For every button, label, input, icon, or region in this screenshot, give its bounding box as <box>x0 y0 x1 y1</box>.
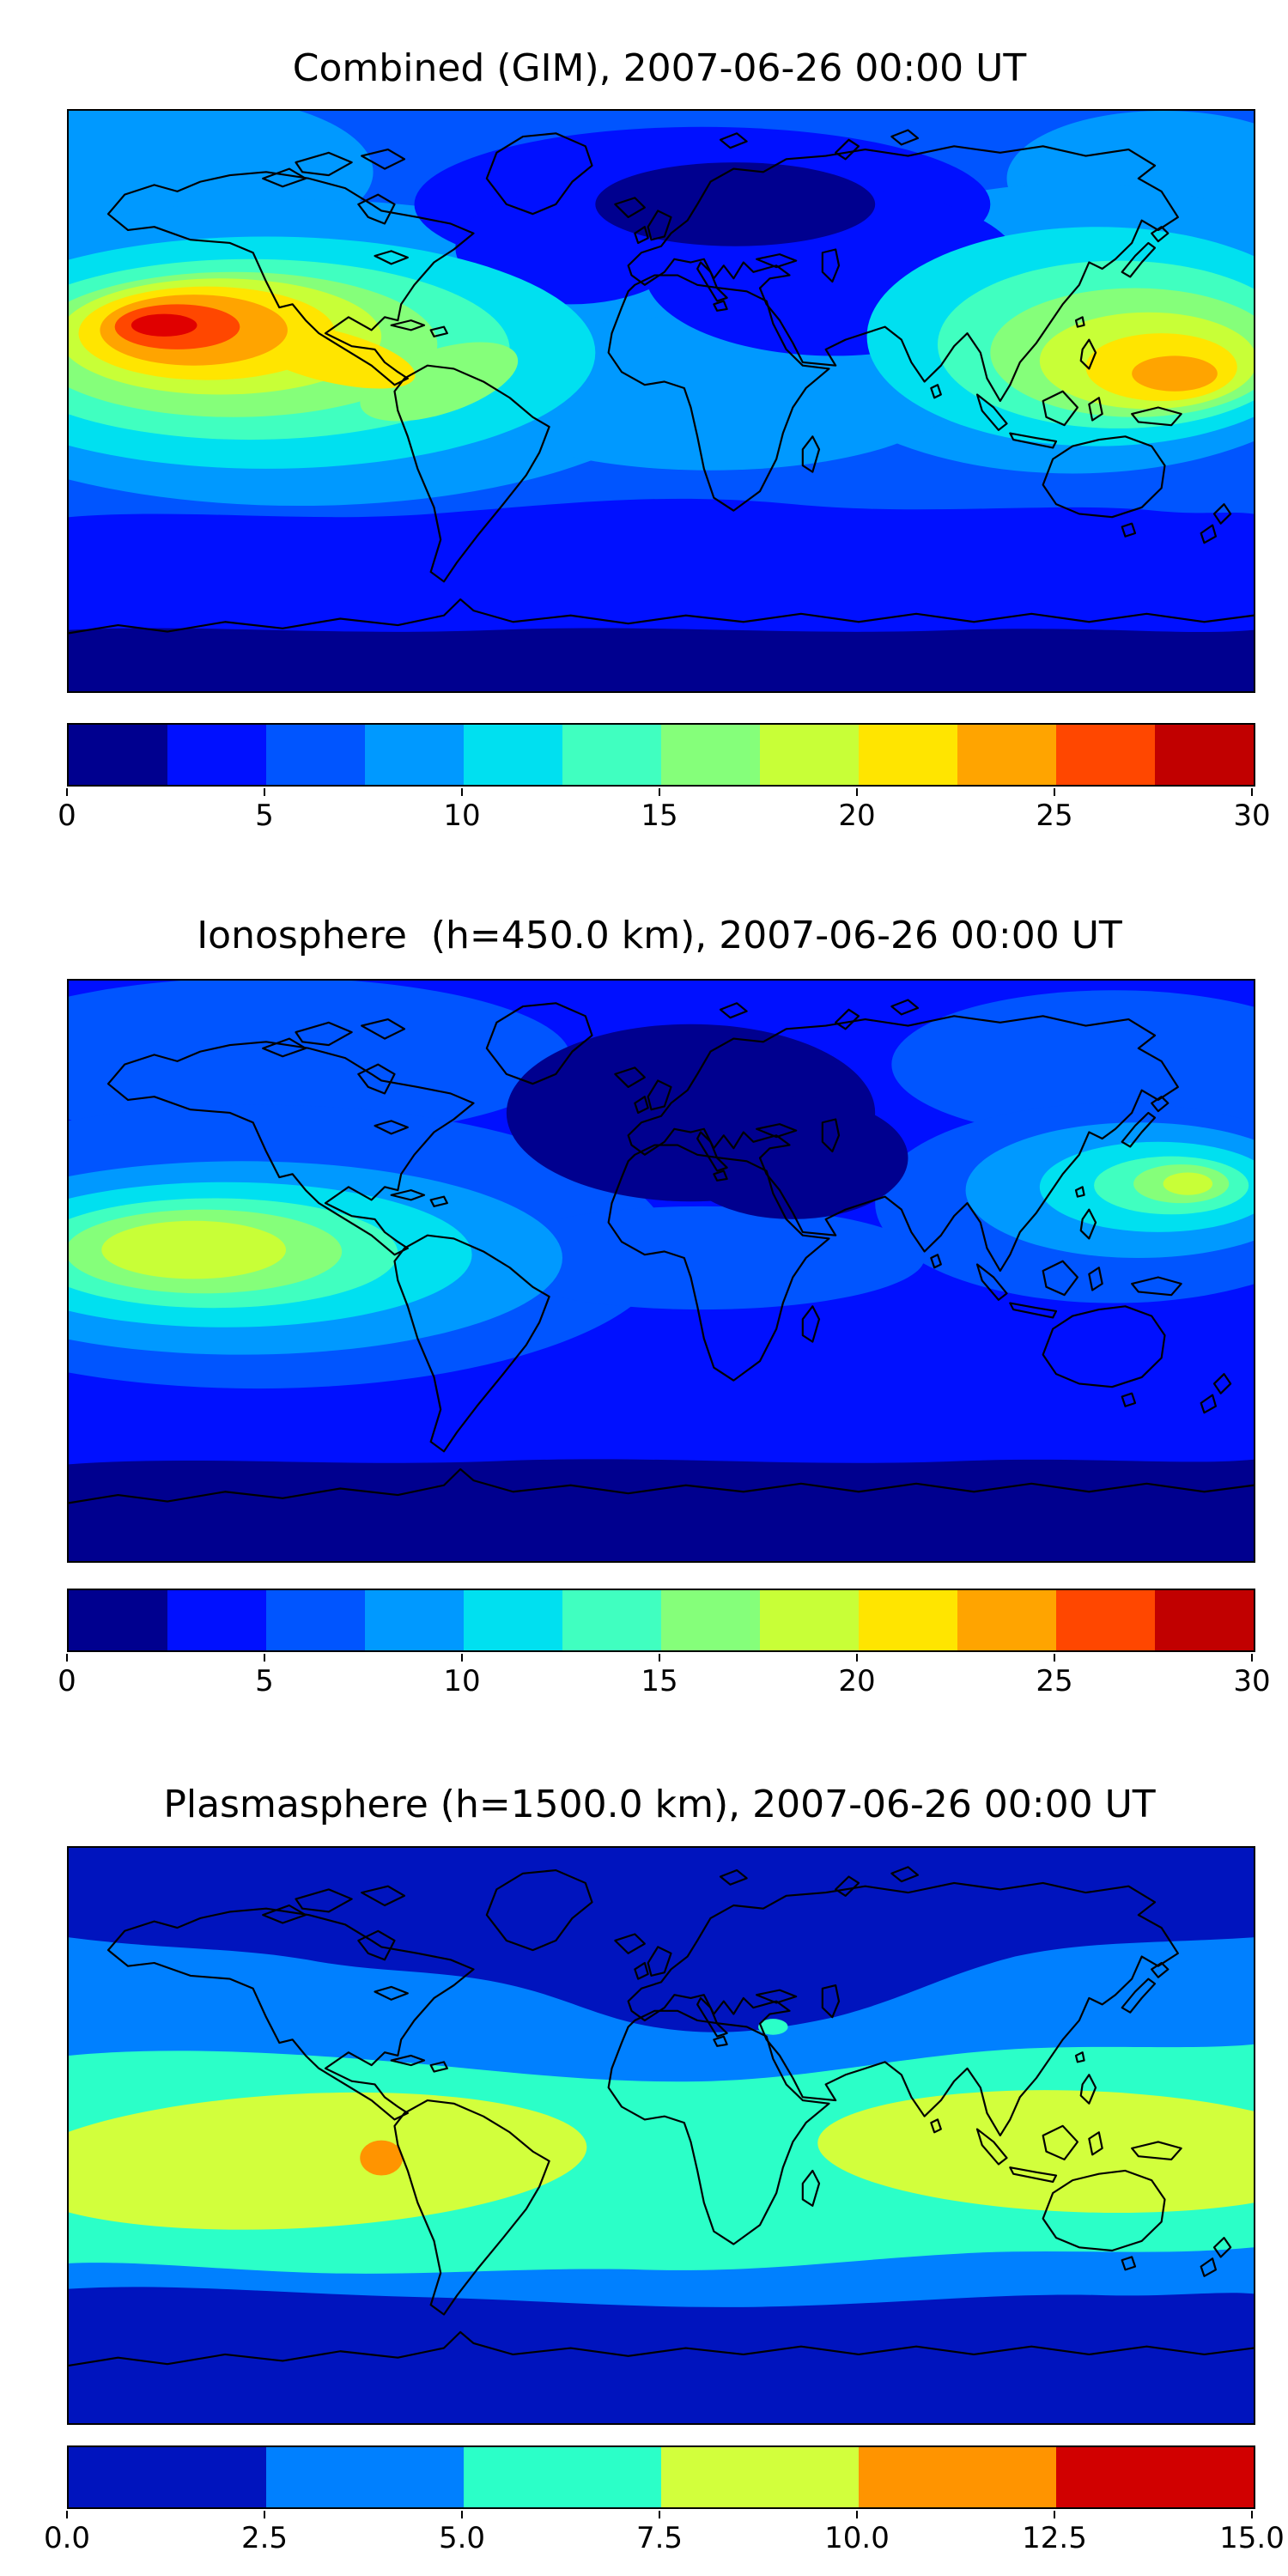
west-pacific-maximum-core <box>1163 1172 1213 1195</box>
panel-3-colorbar-ticks: 0.0 2.5 5.0 7.5 10.0 12.5 15.0 <box>44 2511 1285 2566</box>
colorbar-tick-label: 5 <box>255 1664 274 1698</box>
colorbar-segment <box>957 725 1056 785</box>
colorbar-tick-label: 0.0 <box>43 2521 91 2555</box>
colorbar-segment <box>1155 1590 1254 1650</box>
colorbar-tick-label: 2.5 <box>240 2521 289 2555</box>
colorbar-segment <box>167 725 266 785</box>
colorbar-tick-label: 20 <box>838 1664 876 1698</box>
colorbar-tick-label: 5.0 <box>438 2521 486 2555</box>
colorbar-segment <box>1056 1590 1155 1650</box>
panel-2-colorbar-ticks: 0 5 10 15 20 25 30 <box>58 1654 1271 1709</box>
colorbar-tick-label: 15 <box>641 799 678 833</box>
colorbar-segment <box>562 725 661 785</box>
colorbar-tick-label: 30 <box>1233 1664 1271 1698</box>
colorbar-tick-label: 15 <box>641 1664 678 1698</box>
colorbar-segment <box>365 1590 464 1650</box>
colorbar-tick-label: 15.0 <box>1219 2521 1285 2555</box>
panel-2-tec-field <box>69 981 1254 1561</box>
colorbar-segment <box>760 1590 859 1650</box>
colorbar-segment <box>69 1590 167 1650</box>
colorbar-segment <box>464 1590 562 1650</box>
colorbar-segment <box>661 725 760 785</box>
colorbar-segment <box>1155 725 1254 785</box>
colorbar-tick-label: 7.5 <box>635 2521 683 2555</box>
colorbar-segment <box>859 2447 1056 2507</box>
panel-1-colorbar-ticks: 0 5 10 15 20 25 30 <box>58 788 1271 843</box>
colorbar-segment <box>167 1590 266 1650</box>
colorbar-tick-label: 10 <box>443 1664 481 1698</box>
colorbar-segment <box>69 725 167 785</box>
colorbar-tick-label: 30 <box>1233 799 1271 833</box>
colorbar-tick-label: 25 <box>1036 799 1073 833</box>
colorbar-segment <box>266 725 365 785</box>
tec-field-plasmasphere <box>69 1848 1254 2423</box>
colorbar-segment <box>859 1590 957 1650</box>
colorbar-tick-label: 10 <box>443 799 481 833</box>
colorbar-segment <box>859 725 957 785</box>
panel-1-colorbar <box>67 723 1255 787</box>
panel-1-map <box>67 109 1255 693</box>
colorbar-tick-label: 12.5 <box>1022 2521 1087 2555</box>
colorbar-segment <box>464 725 562 785</box>
colorbar-segment <box>266 2447 464 2507</box>
colorbar-segment <box>661 1590 760 1650</box>
colorbar-segment <box>562 1590 661 1650</box>
colorbar-segment <box>266 1590 365 1650</box>
colorbar-segment <box>464 2447 661 2507</box>
panel-2-colorbar <box>67 1589 1255 1652</box>
equatorial-belt-east <box>817 2090 1254 2214</box>
colorbar-segment <box>760 725 859 785</box>
colorbar-segment <box>1056 2447 1254 2507</box>
colorbar-tick-label: 0 <box>58 799 76 833</box>
peak-cell-west-of-peru <box>360 2140 404 2176</box>
panel-3-title: Plasmasphere (h=1500.0 km), 2007-06-26 0… <box>163 1783 1156 1826</box>
panel-3-tec-field <box>69 1848 1254 2423</box>
colorbar-tick-label: 5 <box>255 799 274 833</box>
colorbar-tick-label: 20 <box>838 799 876 833</box>
colorbar-segment <box>661 2447 859 2507</box>
equatorial-belt-west <box>69 2092 587 2230</box>
caspian-speck <box>758 2019 788 2035</box>
east-asia-maximum-core <box>1132 355 1218 392</box>
tec-field-ionosphere <box>69 981 1254 1561</box>
panel-1-title: Combined (GIM), 2007-06-26 00:00 UT <box>292 46 1027 90</box>
colorbar-tick-label: 10.0 <box>824 2521 890 2555</box>
panel-3-colorbar <box>67 2445 1255 2509</box>
colorbar-tick-label: 0 <box>58 1664 76 1698</box>
panel-2-map <box>67 979 1255 1563</box>
colorbar-segment <box>365 725 464 785</box>
tec-field-combined <box>69 111 1254 691</box>
colorbar-segment <box>957 1590 1056 1650</box>
panel-1-tec-field <box>69 111 1254 691</box>
pacific-maximum-core <box>101 1220 286 1279</box>
panel-3-map <box>67 1846 1255 2425</box>
colorbar-segment <box>1056 725 1155 785</box>
colorbar-segment <box>69 2447 266 2507</box>
panel-2-title: Ionosphere (h=450.0 km), 2007-06-26 00:0… <box>197 914 1122 957</box>
colorbar-tick-label: 25 <box>1036 1664 1073 1698</box>
